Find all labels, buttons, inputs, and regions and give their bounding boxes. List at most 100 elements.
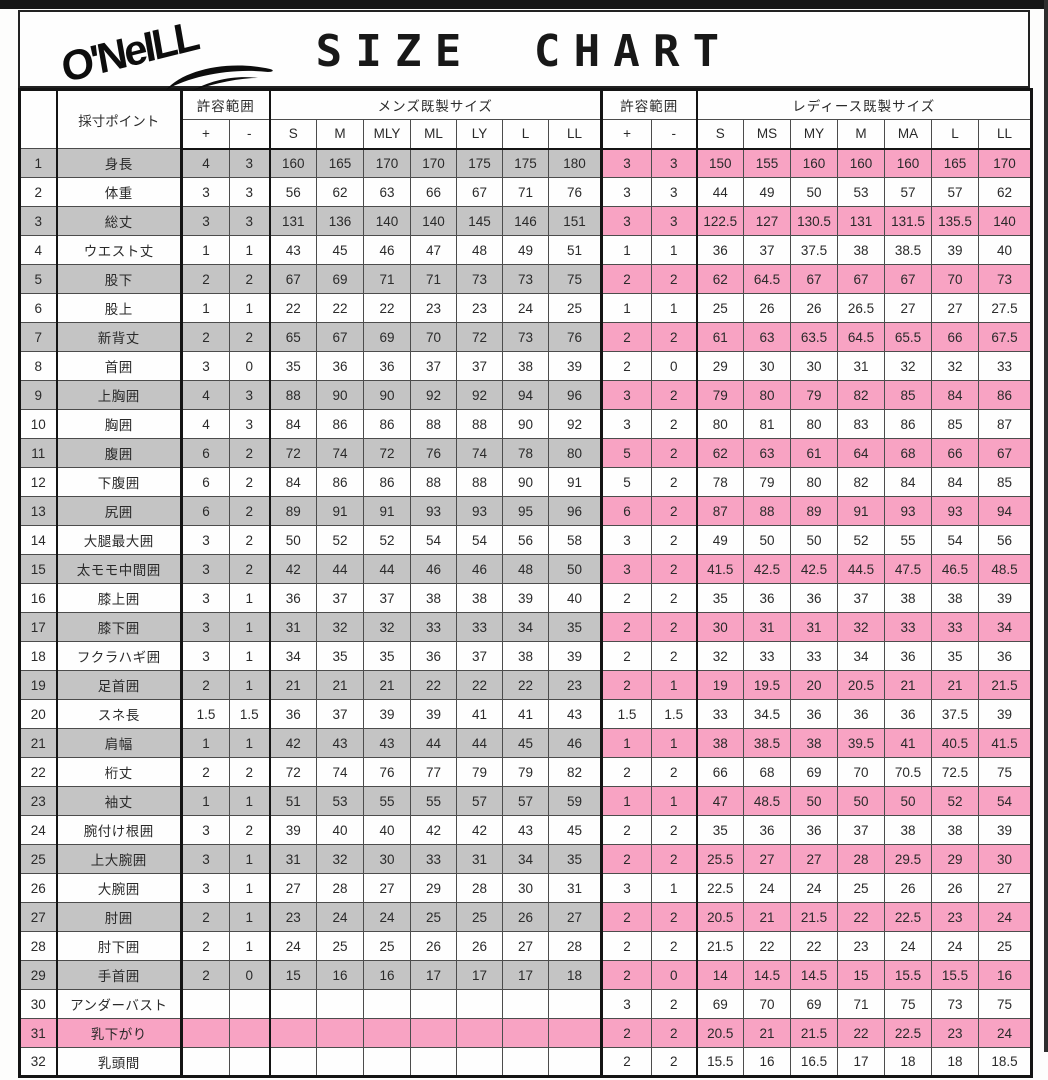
right-border-bar bbox=[1044, 0, 1048, 1052]
mens-size-value-cell: 36 bbox=[268, 583, 317, 613]
ladies-size-value-cell: 41.5 bbox=[978, 728, 1033, 758]
ladies-size-value-cell: 64 bbox=[837, 438, 886, 468]
ladies-size-value-cell: 22 bbox=[790, 931, 839, 961]
measure-name-cell: 腕付け根囲 bbox=[55, 815, 182, 845]
ladies-size-value-cell: 30 bbox=[790, 351, 839, 381]
mens-size-value-cell: 76 bbox=[363, 757, 411, 787]
ladies-size-value-cell: 36 bbox=[978, 641, 1033, 671]
ladies-minus-header: - bbox=[651, 119, 698, 150]
ladies-size-value-cell: 27 bbox=[978, 873, 1033, 903]
ladies-size-label: S bbox=[695, 119, 745, 150]
ladies-tolerance-minus-cell: 2 bbox=[651, 612, 698, 642]
mens-size-value-cell: 91 bbox=[363, 496, 411, 526]
oneill-logo: O'NeILL bbox=[50, 12, 280, 91]
mens-size-value-cell: 49 bbox=[502, 235, 549, 265]
mens-size-value-cell: 160 bbox=[268, 148, 317, 178]
mens-size-value-cell: 43 bbox=[547, 699, 603, 729]
mens-tolerance-plus-cell: 3 bbox=[180, 351, 230, 381]
ladies-size-value-cell: 27.5 bbox=[978, 293, 1033, 323]
ladies-size-value-cell: 160 bbox=[790, 148, 839, 178]
mens-size-value-cell: 42 bbox=[410, 815, 457, 845]
mens-size-value-cell: 43 bbox=[502, 815, 549, 845]
table-row: 20 スネ長 1.5 1.5 36 37 39 39 41 41 43 1.5 1.5 33 34.5 36 3… bbox=[19, 699, 1033, 729]
mens-tolerance-plus-cell: 1 bbox=[180, 786, 230, 816]
table-row: 22 桁丈 2 2 72 74 76 77 79 79 82 2 2 66 68 69 70 70.5 72.5 75 bbox=[19, 757, 1033, 787]
ladies-tolerance-minus-cell: 2 bbox=[651, 902, 698, 932]
measure-name-cell: 膝上囲 bbox=[55, 583, 182, 613]
mens-size-value-cell: 38 bbox=[456, 583, 503, 613]
mens-tolerance-plus-cell: 3 bbox=[180, 206, 230, 236]
mens-size-value-cell: 91 bbox=[316, 496, 364, 526]
row-number-cell: 27 bbox=[19, 902, 57, 932]
mens-size-value-cell: 56 bbox=[502, 525, 549, 555]
mens-size-value-cell: 25 bbox=[363, 931, 411, 961]
mens-size-value-cell: 76 bbox=[410, 438, 457, 468]
ladies-tolerance-plus-cell: 1 bbox=[600, 786, 653, 816]
ladies-size-value-cell: 79 bbox=[790, 380, 839, 410]
ladies-size-value-cell: 37 bbox=[837, 815, 886, 845]
ladies-tolerance-plus-cell: 1.5 bbox=[600, 699, 653, 729]
mens-size-value-cell: 46 bbox=[410, 554, 457, 584]
mens-size-value-cell: 32 bbox=[316, 844, 364, 874]
mens-size-value-cell: 67 bbox=[316, 322, 364, 352]
mens-size-value-cell: 88 bbox=[268, 380, 317, 410]
mens-size-value-cell: 65 bbox=[268, 322, 317, 352]
ladies-size-value-cell: 86 bbox=[884, 409, 933, 439]
mens-size-value-cell: 34 bbox=[502, 844, 549, 874]
mens-size-value-cell: 30 bbox=[363, 844, 411, 874]
ladies-tolerance-minus-cell: 3 bbox=[651, 206, 698, 236]
mens-tolerance-minus-cell: 1 bbox=[229, 583, 270, 613]
mens-size-value-cell: 32 bbox=[363, 612, 411, 642]
mens-tolerance-minus-cell: 1 bbox=[229, 786, 270, 816]
ladies-size-value-cell: 122.5 bbox=[695, 206, 745, 236]
ladies-size-value-cell: 15 bbox=[837, 960, 886, 990]
ladies-size-value-cell: 70.5 bbox=[884, 757, 933, 787]
mens-size-value-cell: 84 bbox=[268, 467, 317, 497]
mens-size-value-cell: 51 bbox=[547, 235, 603, 265]
ladies-tolerance-plus-cell: 1 bbox=[600, 293, 653, 323]
ladies-size-value-cell: 48.5 bbox=[978, 554, 1033, 584]
ladies-size-value-cell: 82 bbox=[837, 467, 886, 497]
mens-tolerance-plus-cell: 3 bbox=[180, 583, 230, 613]
mens-size-value-cell: 84 bbox=[268, 409, 317, 439]
mens-tolerance-minus-cell: 2 bbox=[229, 525, 270, 555]
mens-tolerance-minus-cell: 2 bbox=[229, 554, 270, 584]
ladies-tolerance-minus-cell: 2 bbox=[651, 844, 698, 874]
mens-tolerance-plus-cell: 1 bbox=[180, 293, 230, 323]
ladies-size-value-cell: 35 bbox=[695, 583, 745, 613]
size-chart-table: 採寸ポイント 許容範囲 メンズ既製サイズ 許容範囲 レディース既製サイズ + -… bbox=[18, 88, 1034, 1078]
row-number-cell: 5 bbox=[19, 264, 57, 294]
ladies-tolerance-plus-cell: 2 bbox=[600, 815, 653, 845]
ladies-size-value-cell: 78 bbox=[695, 467, 745, 497]
ladies-tolerance-plus-cell: 3 bbox=[600, 873, 653, 903]
mens-size-value-cell: 17 bbox=[502, 960, 549, 990]
ladies-tolerance-plus-cell: 2 bbox=[600, 960, 653, 990]
ladies-tolerance-minus-cell: 2 bbox=[651, 496, 698, 526]
mens-size-value-cell: 73 bbox=[502, 264, 549, 294]
mens-size-value-cell: 28 bbox=[316, 873, 364, 903]
mens-size-value-cell: 48 bbox=[456, 235, 503, 265]
ladies-size-value-cell: 14.5 bbox=[743, 960, 792, 990]
ladies-tolerance-minus-cell: 2 bbox=[651, 583, 698, 613]
table-row: 13 尻囲 6 2 89 91 91 93 93 95 96 6 2 87 88 89 91 93 93 94 bbox=[19, 496, 1033, 526]
mens-size-value-cell: 175 bbox=[456, 148, 503, 178]
header-size-row: + - S M MLY ML LY L LL + - S MS MY M MA … bbox=[20, 119, 1033, 150]
measure-name-cell: 大腕囲 bbox=[55, 873, 182, 903]
mens-tolerance-minus-cell: 1.5 bbox=[229, 699, 270, 729]
mens-size-value-cell: 175 bbox=[502, 148, 549, 178]
mens-size-value-cell: 22 bbox=[268, 293, 317, 323]
ladies-size-value-cell: 38 bbox=[790, 728, 839, 758]
ladies-size-value-cell: 29 bbox=[695, 351, 745, 381]
mens-size-value-cell: 63 bbox=[363, 177, 411, 207]
ladies-tolerance-header: 許容範囲 bbox=[600, 89, 698, 120]
ladies-size-value-cell: 135.5 bbox=[931, 206, 980, 236]
mens-size-value-cell bbox=[316, 989, 364, 1019]
table-row: 9 上胸囲 4 3 88 90 90 92 92 94 96 3 2 79 80 79 82 85 84 86 bbox=[19, 380, 1033, 410]
row-number-cell: 11 bbox=[19, 438, 57, 468]
ladies-size-value-cell: 48.5 bbox=[743, 786, 792, 816]
table-row: 12 下腹囲 6 2 84 86 86 88 88 90 91 5 2 78 79 80 82 84 84 85 bbox=[19, 467, 1033, 497]
mens-tolerance-plus-cell: 3 bbox=[180, 525, 230, 555]
mens-size-value-cell: 39 bbox=[547, 641, 603, 671]
ladies-size-value-cell: 47 bbox=[695, 786, 745, 816]
mens-size-value-cell: 37 bbox=[456, 351, 503, 381]
